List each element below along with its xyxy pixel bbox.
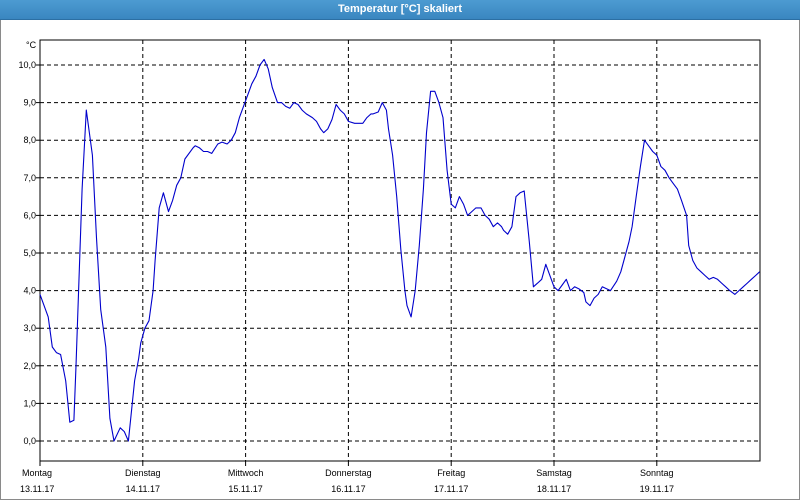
- x-tick-day-label: Samstag: [536, 468, 572, 478]
- chart-title: Temperatur [°C] skaliert: [337, 3, 462, 15]
- temperature-series-line: [39, 58, 760, 442]
- x-tick-day-label: Sonntag: [640, 468, 674, 478]
- y-tick-label: 1,0: [23, 398, 36, 408]
- x-tick-day-label: Freitag: [437, 468, 465, 478]
- x-tick-date-label: 13.11.17: [20, 484, 54, 494]
- x-tick-date-label: 16.11.17: [331, 484, 365, 494]
- x-tick-day-label: Mittwoch: [228, 468, 264, 478]
- y-tick-label: 8,0: [23, 135, 36, 145]
- y-axis-unit: °C: [26, 40, 37, 50]
- series-group: [39, 58, 760, 442]
- y-tick-label: 0,0: [23, 436, 36, 446]
- title-bar: Temperatur [°C] skaliert: [0, 0, 800, 20]
- x-tick-day-label: Dienstag: [125, 468, 161, 478]
- x-tick-day-label: Donnerstag: [325, 468, 372, 478]
- y-tick-label: 3,0: [23, 323, 36, 333]
- plot-area: [39, 39, 761, 462]
- y-tick-label: 5,0: [23, 248, 36, 258]
- y-tick-label: 7,0: [23, 173, 36, 183]
- x-tick-date-label: 17.11.17: [434, 484, 468, 494]
- x-tick-date-label: 14.11.17: [126, 484, 160, 494]
- y-tick-label: 10,0: [18, 60, 36, 70]
- x-axis: Montag 13.11.17 Dienstag 14.11.17 Mittwoch 15…: [20, 461, 674, 494]
- x-tick-date-label: 15.11.17: [228, 484, 262, 494]
- x-tick-date-label: 18.11.17: [537, 484, 571, 494]
- y-tick-label: 2,0: [23, 361, 36, 371]
- y-tick-label: 4,0: [23, 286, 36, 296]
- y-tick-label: 9,0: [23, 98, 36, 108]
- y-axis: 0,0 1,0 2,0 3,0 4,0 5,0 6,0 7,0 8,0 9,0 10,0: [18, 60, 40, 446]
- y-tick-label: 6,0: [23, 210, 36, 220]
- grid: [40, 40, 760, 461]
- x-tick-date-label: 19.11.17: [640, 484, 674, 494]
- x-tick-day-label: Montag: [22, 468, 52, 478]
